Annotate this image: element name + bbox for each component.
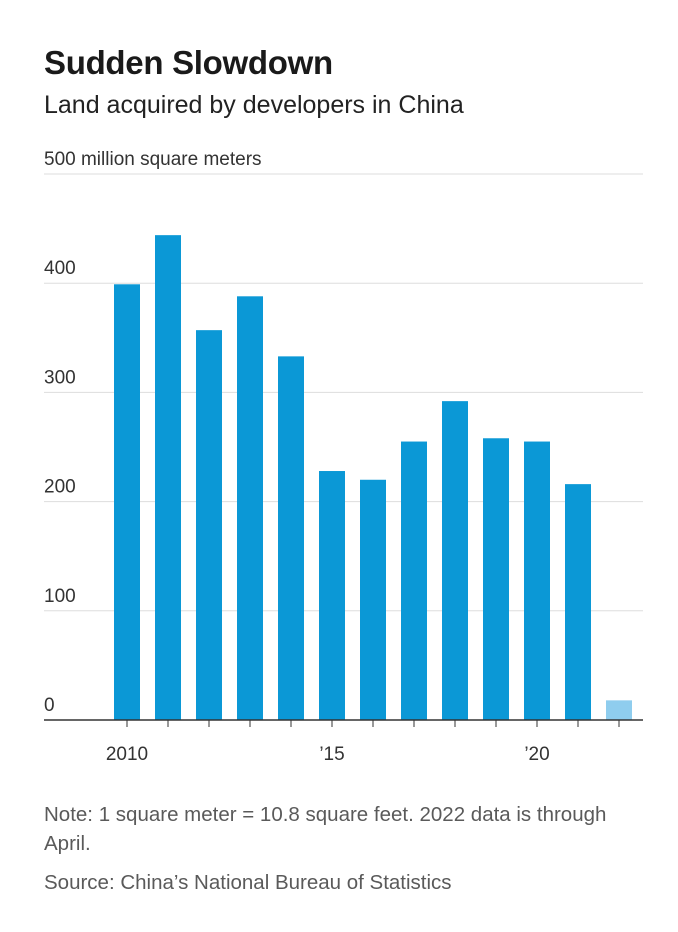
bar-2018 [442, 401, 468, 720]
bar-2014 [278, 356, 304, 720]
bar-chart: 0 100 200 300 400 500 million square meters 2… [44, 149, 643, 765]
bar-2012 [196, 330, 222, 720]
chart-source: Source: China’s National Bureau of Stati… [44, 871, 452, 894]
x-tick-label: ’20 [524, 744, 549, 765]
x-tick-label: ’15 [319, 744, 344, 765]
y-tick-label: 0 [44, 695, 55, 716]
x-tick-label: 2010 [106, 744, 148, 765]
x-axis [44, 719, 643, 727]
x-axis-labels: 2010 ’15 ’20 [106, 744, 550, 765]
bar-2017 [401, 441, 427, 720]
chart-title: Sudden Slowdown [44, 44, 333, 81]
bar-2010 [114, 284, 140, 720]
bar-2021 [565, 484, 591, 720]
y-tick-label: 400 [44, 258, 76, 279]
y-tick-label: 500 million square meters [44, 149, 262, 170]
bar-2022 [606, 700, 632, 720]
bar-2019 [483, 438, 509, 720]
bar-2013 [237, 296, 263, 720]
y-tick-label: 300 [44, 367, 76, 388]
bar-2016 [360, 479, 386, 720]
bar-2015 [319, 471, 345, 720]
bar-2011 [155, 235, 181, 720]
y-axis-labels: 0 100 200 300 400 500 million square meters [44, 149, 262, 716]
y-tick-label: 100 [44, 586, 76, 607]
bar-2020 [524, 441, 550, 720]
chart-note: Note: 1 square meter = 10.8 square feet.… [44, 803, 607, 855]
chart-subtitle: Land acquired by developers in China [44, 91, 464, 119]
bars [114, 235, 632, 720]
y-tick-label: 200 [44, 477, 76, 498]
